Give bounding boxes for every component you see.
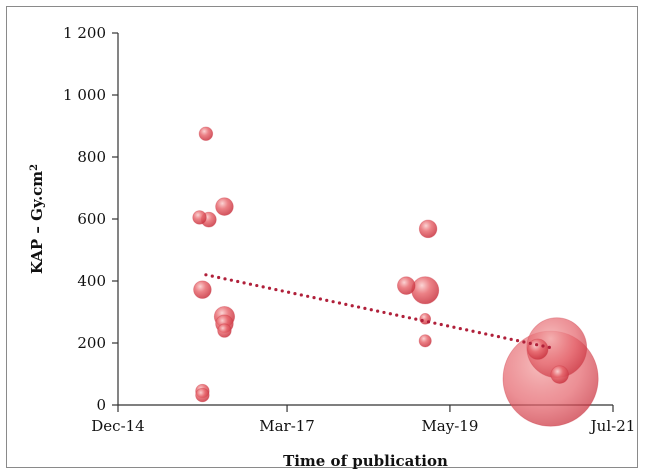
x-tick-label: Mar-17 bbox=[259, 417, 315, 435]
data-bubble bbox=[550, 365, 569, 384]
data-bubble bbox=[418, 219, 438, 239]
x-tick-label: Jul-21 bbox=[589, 417, 636, 435]
x-axis-title: Time of publication bbox=[283, 452, 448, 470]
y-tick-label: 200 bbox=[77, 334, 106, 352]
y-tick-label: 800 bbox=[77, 148, 106, 166]
trendline bbox=[204, 273, 553, 350]
y-axis-title-main: KAP – Gy.cm bbox=[28, 171, 46, 274]
y-tick-label: 1 200 bbox=[63, 24, 106, 42]
x-tick-label: May-19 bbox=[421, 417, 478, 435]
trendline-path bbox=[204, 273, 553, 350]
y-tick-label: 0 bbox=[96, 396, 106, 414]
y-axis-title: KAP – Gy.cm2 bbox=[28, 164, 46, 274]
data-bubble bbox=[397, 276, 416, 295]
data-bubble bbox=[195, 387, 210, 403]
data-bubble bbox=[217, 323, 232, 338]
y-tick-label: 400 bbox=[77, 272, 106, 290]
y-tick-label: 600 bbox=[77, 210, 106, 228]
data-bubble bbox=[411, 276, 440, 305]
y-tick-label: 1 000 bbox=[63, 86, 106, 104]
data-bubble bbox=[215, 197, 234, 216]
data-bubble bbox=[527, 338, 549, 360]
data-bubble bbox=[418, 334, 432, 348]
y-ticks: 0 200 400 600 800 1 000 1 200 bbox=[63, 24, 118, 414]
x-ticks: Dec-14 Mar-17 May-19 Jul-21 bbox=[91, 405, 635, 435]
data-bubble bbox=[193, 280, 212, 299]
data-bubble bbox=[192, 210, 207, 225]
bubbles bbox=[192, 126, 599, 427]
y-axis-title-superscript: 2 bbox=[29, 164, 40, 171]
data-bubble bbox=[198, 126, 214, 141]
x-tick-label: Dec-14 bbox=[91, 417, 144, 435]
